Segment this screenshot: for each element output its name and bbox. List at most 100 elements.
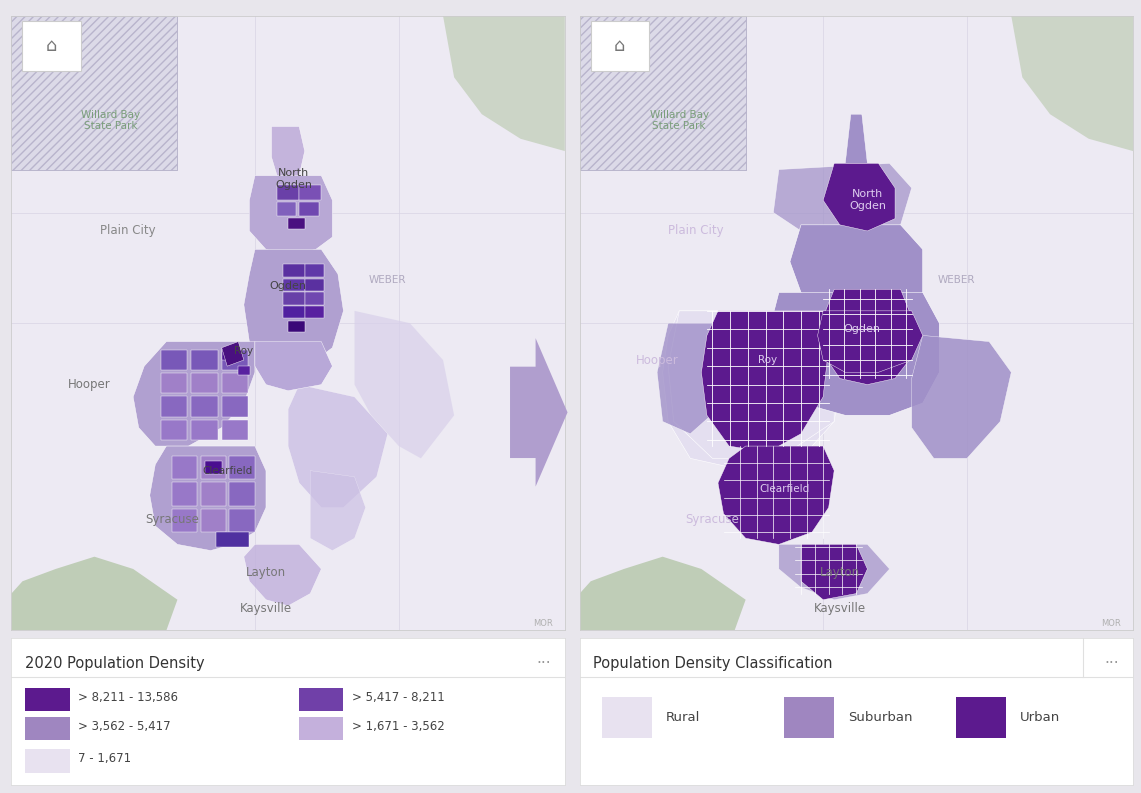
Bar	[229, 482, 254, 506]
Polygon shape	[250, 176, 332, 255]
Bar	[580, 16, 746, 170]
FancyBboxPatch shape	[591, 21, 649, 71]
Text: WEBER: WEBER	[937, 275, 974, 285]
Text: Rural: Rural	[665, 711, 699, 724]
Bar	[221, 350, 249, 370]
Text: Layton: Layton	[819, 565, 860, 579]
Polygon shape	[288, 385, 388, 508]
Polygon shape	[310, 470, 365, 550]
Bar	[161, 396, 187, 416]
Bar	[201, 456, 226, 479]
Bar	[192, 396, 218, 416]
Polygon shape	[355, 311, 454, 458]
Polygon shape	[702, 311, 828, 452]
Bar	[784, 697, 834, 738]
Polygon shape	[823, 289, 912, 385]
Bar	[201, 482, 226, 506]
Bar	[221, 419, 249, 440]
Bar	[299, 688, 343, 711]
Polygon shape	[718, 446, 834, 544]
Bar	[229, 456, 254, 479]
Bar	[25, 749, 70, 772]
Bar	[601, 697, 652, 738]
Polygon shape	[244, 544, 322, 606]
Bar	[305, 263, 324, 277]
Bar	[161, 419, 187, 440]
Polygon shape	[272, 127, 305, 182]
Polygon shape	[774, 163, 912, 237]
Bar	[288, 218, 305, 229]
Polygon shape	[254, 342, 332, 391]
Text: ⌂: ⌂	[46, 37, 57, 55]
Text: > 8,211 - 13,586: > 8,211 - 13,586	[78, 691, 178, 703]
Polygon shape	[669, 311, 834, 458]
Bar	[172, 456, 197, 479]
Polygon shape	[912, 335, 1011, 458]
Bar	[283, 263, 305, 277]
Bar	[277, 185, 299, 201]
Bar	[305, 279, 324, 291]
Text: 7 - 1,671: 7 - 1,671	[78, 753, 131, 765]
Polygon shape	[779, 544, 890, 600]
Bar	[192, 350, 218, 370]
Text: ···: ···	[1104, 656, 1119, 671]
Text: Layton: Layton	[246, 565, 286, 579]
Bar	[25, 688, 70, 711]
Text: Kaysville: Kaysville	[240, 603, 292, 615]
Text: > 3,562 - 5,417: > 3,562 - 5,417	[78, 720, 170, 733]
Text: Hooper: Hooper	[636, 354, 679, 366]
Bar	[172, 482, 197, 506]
Text: Ogden: Ogden	[843, 324, 881, 335]
Text: Clearfield: Clearfield	[759, 484, 809, 494]
Text: Willard Bay
State Park: Willard Bay State Park	[81, 109, 140, 131]
Text: Urban: Urban	[1020, 711, 1060, 724]
Bar	[283, 306, 305, 318]
Bar	[299, 202, 318, 216]
Bar	[221, 396, 249, 416]
Bar	[288, 321, 305, 332]
Bar	[161, 350, 187, 370]
Bar	[172, 509, 197, 532]
Text: MOR: MOR	[533, 619, 552, 627]
Bar	[221, 373, 249, 393]
Text: Kaysville: Kaysville	[814, 603, 866, 615]
Bar	[238, 366, 251, 375]
Bar	[205, 462, 221, 473]
Text: North
Ogden: North Ogden	[849, 190, 885, 211]
Bar	[216, 532, 250, 547]
Text: Ogden: Ogden	[269, 282, 307, 291]
Text: Suburban: Suburban	[848, 711, 913, 724]
Polygon shape	[790, 224, 923, 317]
Text: North
Ogden: North Ogden	[275, 168, 313, 190]
Text: Population Density Classification: Population Density Classification	[593, 656, 833, 671]
Bar	[161, 373, 187, 393]
FancyBboxPatch shape	[23, 21, 81, 71]
Text: > 1,671 - 3,562: > 1,671 - 3,562	[351, 720, 445, 733]
Text: 2020 Population Density: 2020 Population Density	[25, 656, 205, 671]
Polygon shape	[801, 544, 867, 600]
Polygon shape	[845, 114, 867, 163]
Polygon shape	[768, 293, 939, 416]
Bar	[11, 16, 178, 170]
Bar	[956, 697, 1005, 738]
Bar	[305, 293, 324, 305]
Text: ⌂: ⌂	[614, 37, 625, 55]
Polygon shape	[663, 311, 845, 470]
Polygon shape	[133, 342, 254, 446]
Polygon shape	[11, 557, 178, 630]
Bar	[11, 16, 178, 170]
Text: Syracuse: Syracuse	[686, 513, 739, 527]
Polygon shape	[244, 249, 343, 366]
Text: > 5,417 - 8,211: > 5,417 - 8,211	[351, 691, 445, 703]
Bar	[192, 373, 218, 393]
Text: Plain City: Plain City	[99, 224, 155, 237]
Bar	[299, 717, 343, 741]
Text: ···: ···	[536, 656, 551, 671]
Bar	[221, 347, 238, 360]
Text: WEBER: WEBER	[369, 275, 406, 285]
Bar	[305, 306, 324, 318]
Bar	[299, 185, 322, 201]
Polygon shape	[221, 342, 244, 366]
Bar	[229, 509, 254, 532]
Bar	[201, 509, 226, 532]
